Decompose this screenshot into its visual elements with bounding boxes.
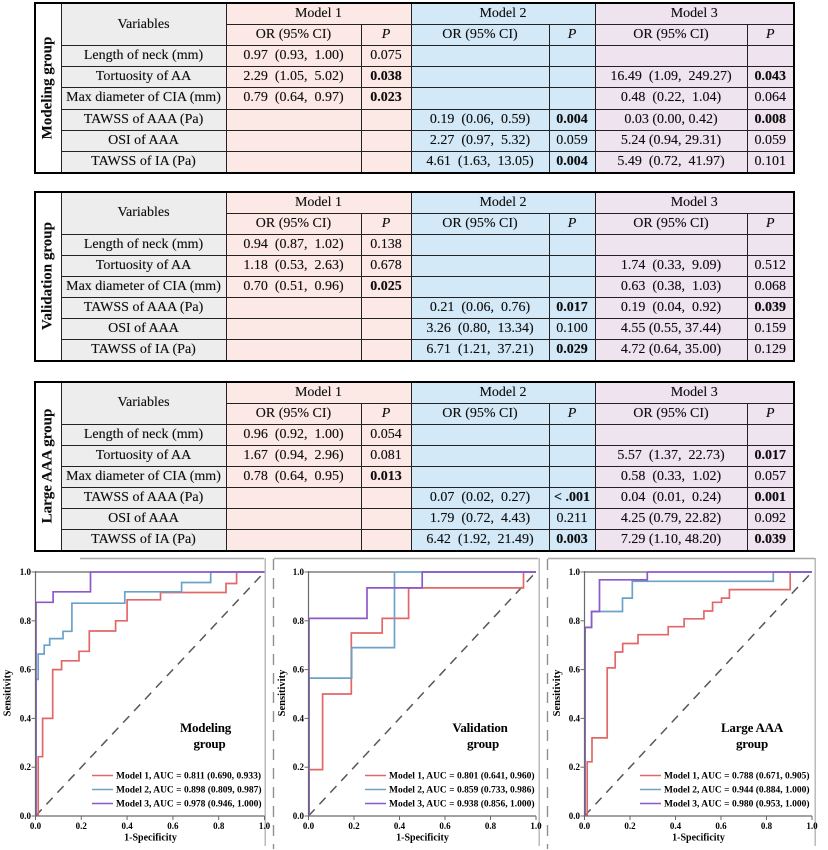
svg-text:1.0: 1.0: [806, 821, 818, 831]
svg-text:Sensitivity: Sensitivity: [3, 669, 14, 716]
svg-text:0.6: 0.6: [20, 665, 32, 675]
svg-text:1.0: 1.0: [530, 821, 542, 831]
svg-text:0.2: 0.2: [76, 821, 88, 831]
svg-text:0.6: 0.6: [293, 665, 305, 675]
svg-text:0.8: 0.8: [20, 616, 32, 626]
svg-text:Model 1, AUC = 0.788 (0.671, 0: Model 1, AUC = 0.788 (0.671, 0.905): [664, 771, 810, 782]
svg-text:Sensitivity: Sensitivity: [552, 669, 563, 716]
svg-text:1.0: 1.0: [293, 567, 305, 577]
svg-text:1.0: 1.0: [259, 821, 271, 831]
svg-text:0.4: 0.4: [569, 713, 581, 723]
svg-text:1.0: 1.0: [20, 567, 32, 577]
svg-text:0.4: 0.4: [394, 821, 406, 831]
svg-text:0.0: 0.0: [20, 811, 32, 821]
svg-text:Sensitivity: Sensitivity: [277, 669, 288, 716]
svg-text:0.6: 0.6: [569, 665, 581, 675]
svg-text:0.0: 0.0: [579, 821, 591, 831]
svg-text:0.6: 0.6: [167, 821, 179, 831]
svg-text:0.2: 0.2: [569, 762, 581, 772]
svg-text:0.2: 0.2: [348, 821, 360, 831]
svg-text:1-Specificity: 1-Specificity: [672, 833, 725, 844]
svg-text:0.2: 0.2: [293, 762, 305, 772]
svg-text:Model 1, AUC = 0.801 (0.641, 0: Model 1, AUC = 0.801 (0.641, 0.960): [389, 771, 535, 782]
svg-text:Model 1, AUC = 0.811 (0.690, 0: Model 1, AUC = 0.811 (0.690, 0.933): [116, 771, 261, 782]
svg-text:1-Specificity: 1-Specificity: [396, 833, 449, 844]
svg-text:Model 3, AUC = 0.938 (0.856, 1: Model 3, AUC = 0.938 (0.856, 1.000): [389, 799, 535, 810]
svg-text:Model 3, AUC = 0.980 (0.953, 1: Model 3, AUC = 0.980 (0.953, 1.000): [664, 799, 810, 810]
svg-text:0.4: 0.4: [121, 821, 133, 831]
svg-text:group: group: [194, 736, 226, 751]
svg-text:0.8: 0.8: [485, 821, 497, 831]
svg-text:0.0: 0.0: [569, 811, 581, 821]
svg-text:0.8: 0.8: [213, 821, 225, 831]
svg-text:0.4: 0.4: [293, 713, 305, 723]
svg-text:0.0: 0.0: [293, 811, 305, 821]
svg-text:0.6: 0.6: [439, 821, 451, 831]
svg-text:Model 2, AUC = 0.898 (0.809, 0: Model 2, AUC = 0.898 (0.809, 0.987): [116, 785, 262, 796]
svg-text:Modeling: Modeling: [180, 720, 232, 735]
svg-text:group: group: [467, 736, 499, 751]
svg-text:0.0: 0.0: [30, 821, 42, 831]
svg-text:0.2: 0.2: [624, 821, 636, 831]
svg-text:Validation: Validation: [452, 720, 508, 735]
svg-text:0.2: 0.2: [20, 762, 32, 772]
svg-text:1.0: 1.0: [569, 567, 581, 577]
svg-text:0.6: 0.6: [715, 821, 727, 831]
svg-text:0.8: 0.8: [569, 616, 581, 626]
svg-text:Model 2, AUC = 0.859 (0.733, 0: Model 2, AUC = 0.859 (0.733, 0.986): [389, 785, 535, 796]
svg-text:0.8: 0.8: [761, 821, 773, 831]
svg-text:Model 3, AUC = 0.978 (0.946, 1: Model 3, AUC = 0.978 (0.946, 1.000): [116, 799, 262, 810]
svg-text:0.0: 0.0: [303, 821, 315, 831]
svg-text:group: group: [736, 736, 768, 751]
svg-text:0.4: 0.4: [670, 821, 682, 831]
svg-text:0.8: 0.8: [293, 616, 305, 626]
svg-text:Model 2, AUC = 0.944 (0.884, 1: Model 2, AUC = 0.944 (0.884, 1.000): [664, 785, 810, 796]
svg-text:Large AAA: Large AAA: [721, 720, 784, 735]
svg-text:1-Specificity: 1-Specificity: [124, 833, 177, 844]
svg-text:0.4: 0.4: [20, 713, 32, 723]
